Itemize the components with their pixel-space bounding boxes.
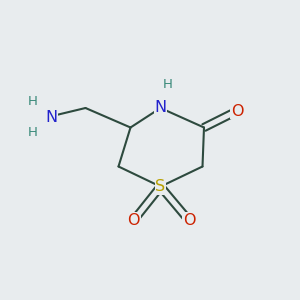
Text: O: O xyxy=(127,213,140,228)
Text: N: N xyxy=(154,100,166,116)
Text: S: S xyxy=(155,179,166,194)
Text: O: O xyxy=(231,103,243,118)
Text: O: O xyxy=(183,213,195,228)
Text: H: H xyxy=(163,77,173,91)
Text: H: H xyxy=(28,95,38,108)
Text: N: N xyxy=(45,110,57,124)
Text: H: H xyxy=(28,126,38,139)
